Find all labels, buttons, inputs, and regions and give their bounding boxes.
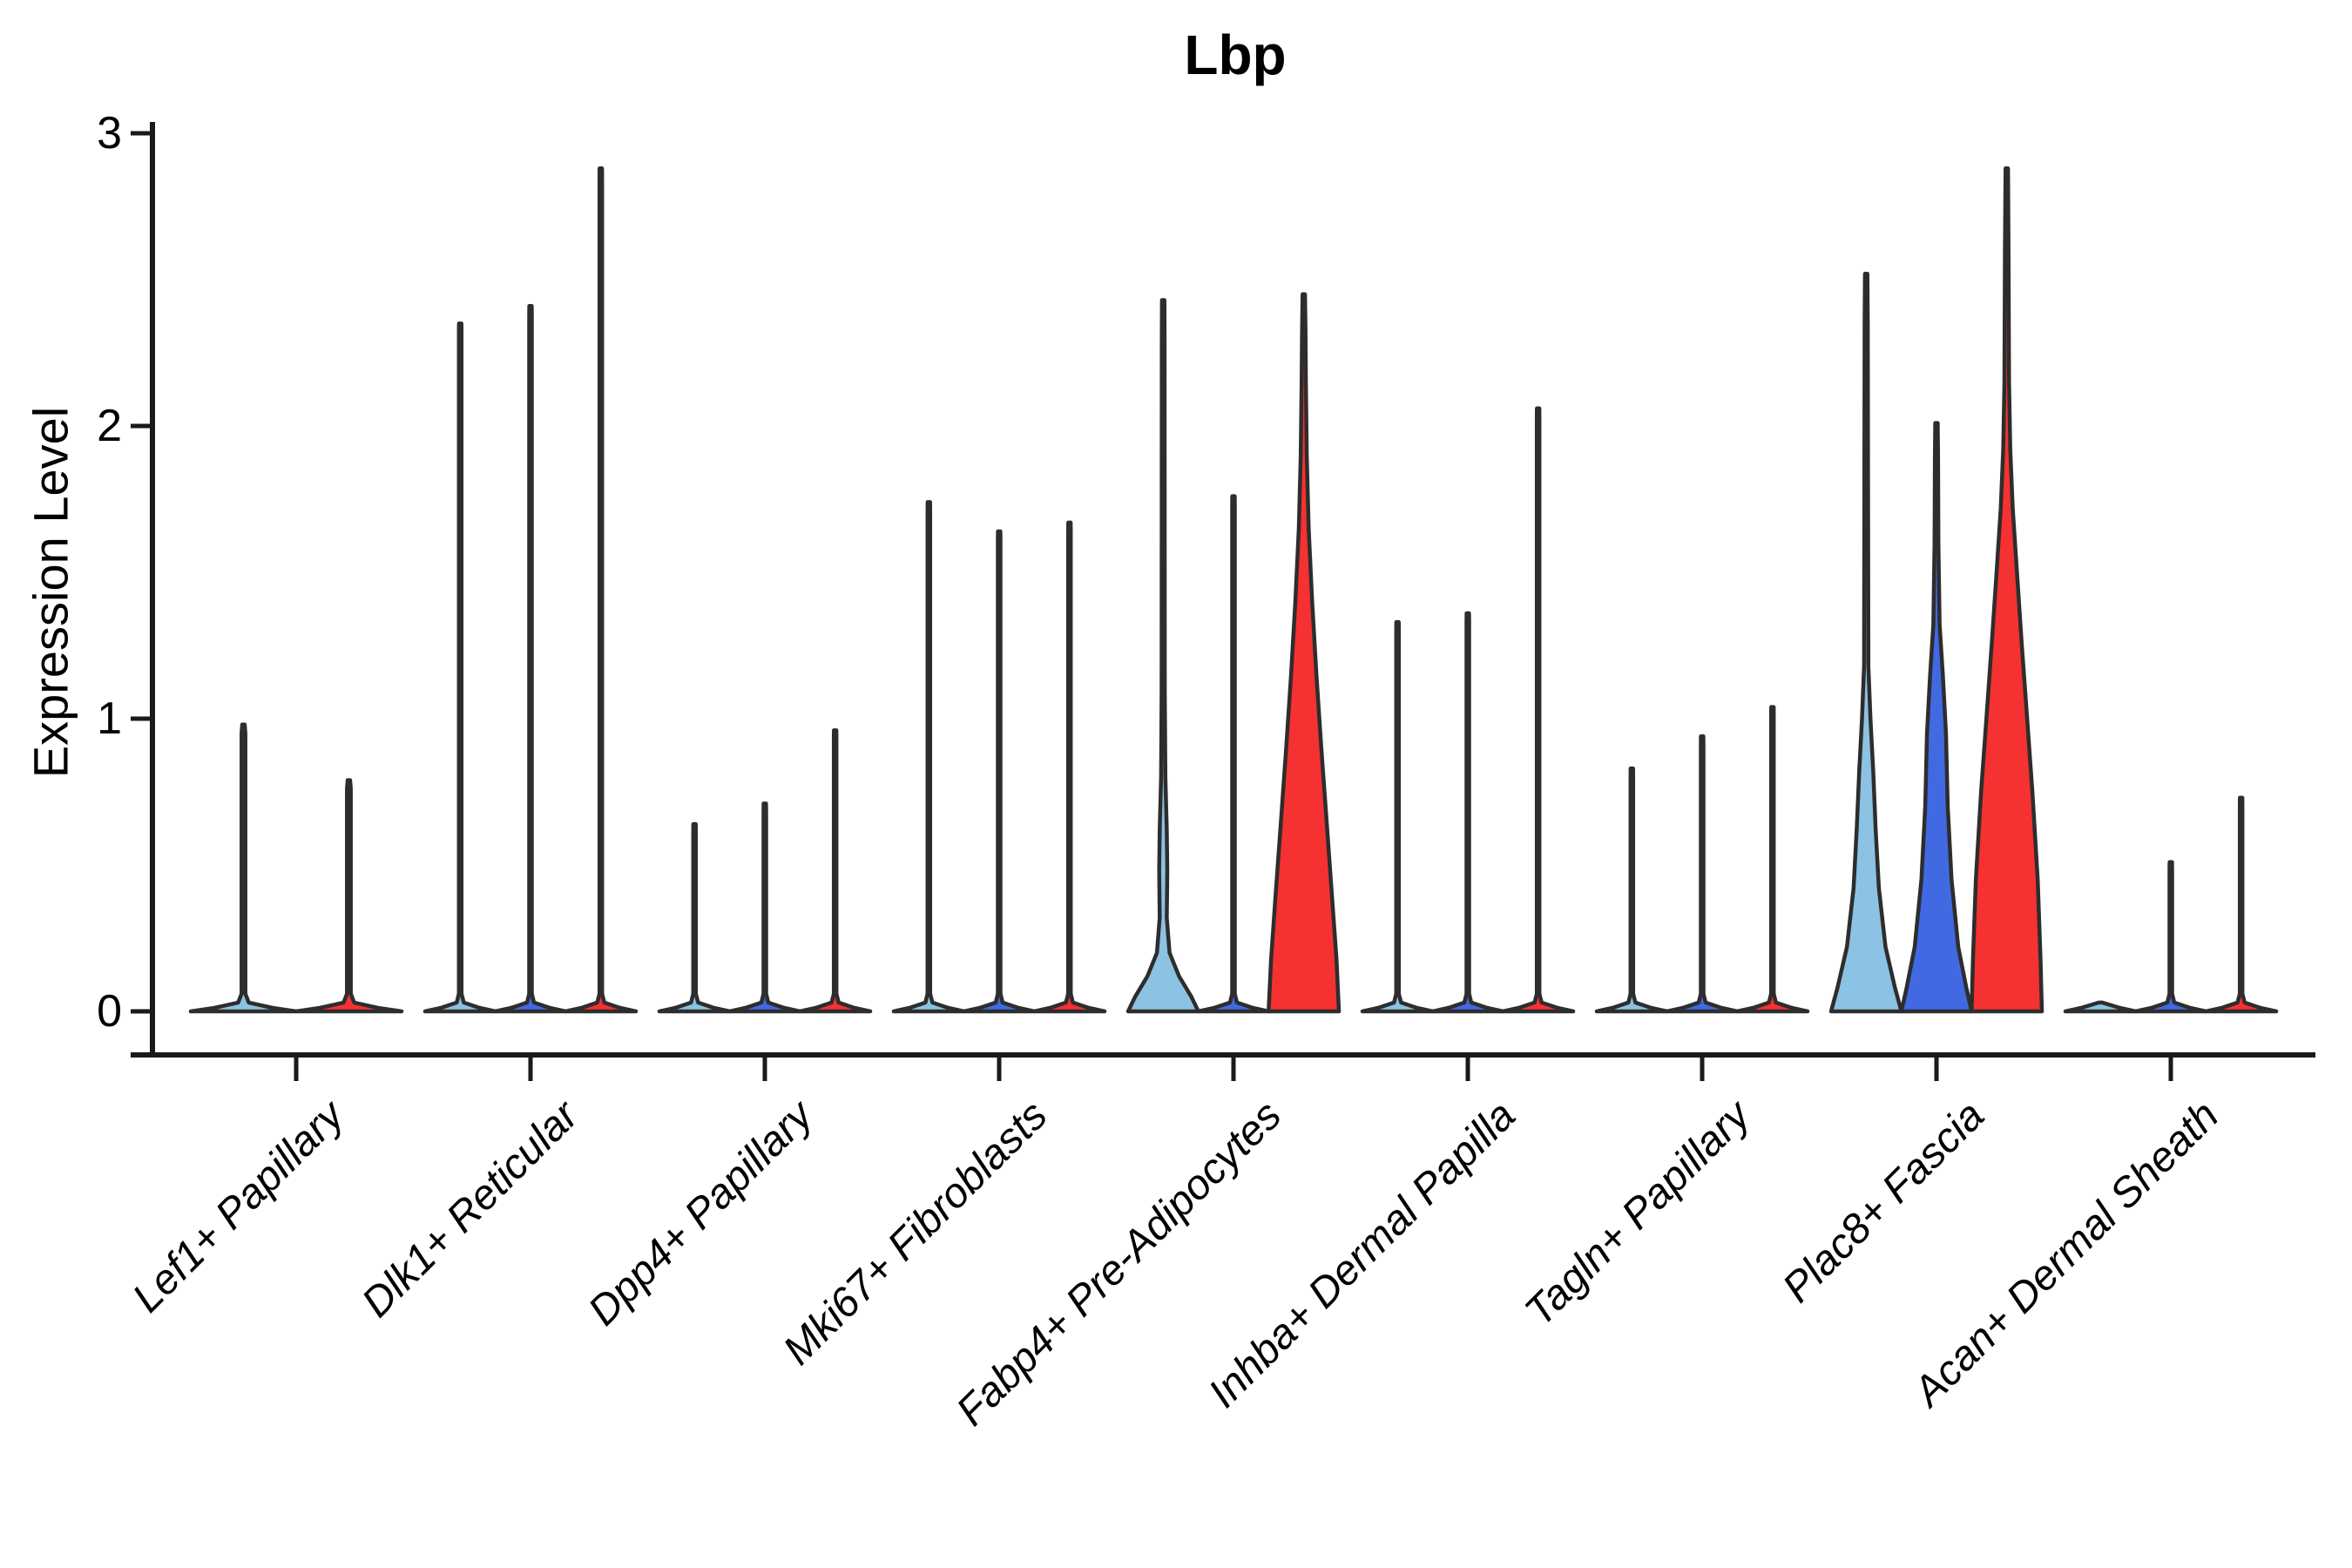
- violin-4-3: [1032, 520, 1107, 1014]
- violin-9-1: [2063, 1000, 2138, 1014]
- y-tick-label: 0: [97, 986, 122, 1037]
- y-tick-label: 1: [97, 693, 122, 744]
- violin-9-3: [2204, 795, 2279, 1014]
- chart-title: Lbp: [1184, 24, 1287, 86]
- violin-5-3: [1267, 292, 1342, 1014]
- violin-8-1: [1828, 272, 1903, 1014]
- violin-3-2: [727, 801, 802, 1014]
- violin-6-2: [1430, 611, 1505, 1014]
- violin-3-3: [798, 728, 873, 1014]
- violin-5-2: [1196, 494, 1271, 1014]
- violin-1-1: [188, 722, 299, 1014]
- violin-6-1: [1360, 619, 1435, 1014]
- violin-8-3: [1970, 166, 2044, 1014]
- violin-4-2: [962, 529, 1037, 1014]
- violin-7-1: [1594, 766, 1669, 1014]
- violin-7-3: [1735, 705, 1810, 1014]
- violin-2-1: [422, 321, 497, 1014]
- violin-9-2: [2133, 860, 2208, 1014]
- violin-4-1: [891, 500, 966, 1014]
- violin-2-3: [564, 166, 639, 1014]
- violin-3-1: [657, 821, 732, 1014]
- y-tick-label: 2: [97, 401, 122, 451]
- violin-2-2: [493, 303, 568, 1014]
- violin-6-3: [1501, 406, 1576, 1014]
- y-tick-label: 3: [97, 108, 122, 159]
- violin-7-2: [1665, 733, 1740, 1014]
- violin-8-2: [1899, 421, 1974, 1014]
- violin-1-2: [294, 778, 404, 1014]
- violin-5-1: [1125, 298, 1200, 1014]
